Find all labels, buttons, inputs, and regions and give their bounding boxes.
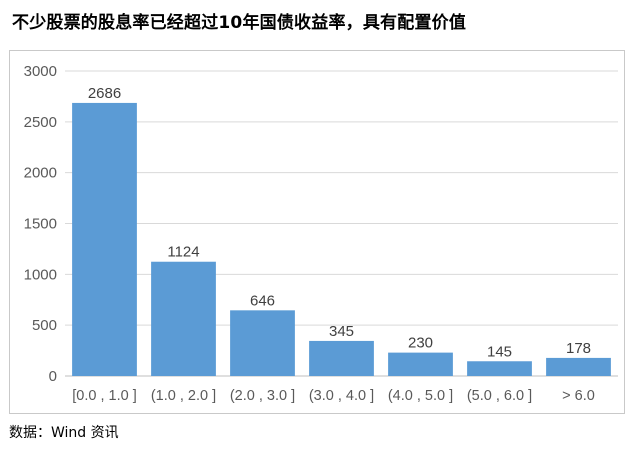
x-tick-label: (2.0 , 3.0 ] xyxy=(230,388,295,404)
x-tick-label: (1.0 , 2.0 ] xyxy=(151,388,216,404)
x-tick-label: (4.0 , 5.0 ] xyxy=(388,388,453,404)
data-labels: 2686 1124 646 345 230 145 178 xyxy=(88,85,591,360)
data-label: 230 xyxy=(408,335,433,352)
bar xyxy=(72,102,137,376)
y-tick-label: 0 xyxy=(49,368,57,385)
bar xyxy=(546,357,611,376)
chart-frame xyxy=(9,50,625,414)
y-tick-label: 500 xyxy=(32,317,57,334)
bars xyxy=(72,102,611,376)
x-tick-label: [0.0 , 1.0 ] xyxy=(72,388,137,404)
y-axis-ticks: 0 500 1000 1500 2000 2500 3000 xyxy=(24,63,57,385)
chart-title: 不少股票的股息率已经超过10年国债收益率，具有配置价值 xyxy=(12,13,467,33)
data-label: 178 xyxy=(566,340,591,357)
x-tick-label: (5.0 , 6.0 ] xyxy=(467,388,532,404)
data-label: 2686 xyxy=(88,85,121,102)
x-tick-label: > 6.0 xyxy=(562,388,595,404)
y-tick-label: 1500 xyxy=(24,216,57,233)
y-tick-label: 2000 xyxy=(24,165,57,182)
x-tick-label: (3.0 , 4.0 ] xyxy=(309,388,374,404)
data-label: 646 xyxy=(250,292,275,309)
bar xyxy=(309,340,374,376)
bar xyxy=(151,261,216,376)
bar xyxy=(467,361,532,376)
x-axis-ticks: [0.0 , 1.0 ] (1.0 , 2.0 ] (2.0 , 3.0 ] (3.0… xyxy=(72,388,595,404)
y-tick-label: 3000 xyxy=(24,63,57,80)
y-tick-label: 1000 xyxy=(24,266,57,283)
data-label: 145 xyxy=(487,343,512,360)
data-label: 1124 xyxy=(167,244,199,261)
bar xyxy=(388,352,453,376)
data-label: 345 xyxy=(329,323,354,340)
source-note: 数据：Wind 资讯 xyxy=(9,425,119,441)
bar xyxy=(230,310,295,376)
y-tick-label: 2500 xyxy=(24,114,57,131)
